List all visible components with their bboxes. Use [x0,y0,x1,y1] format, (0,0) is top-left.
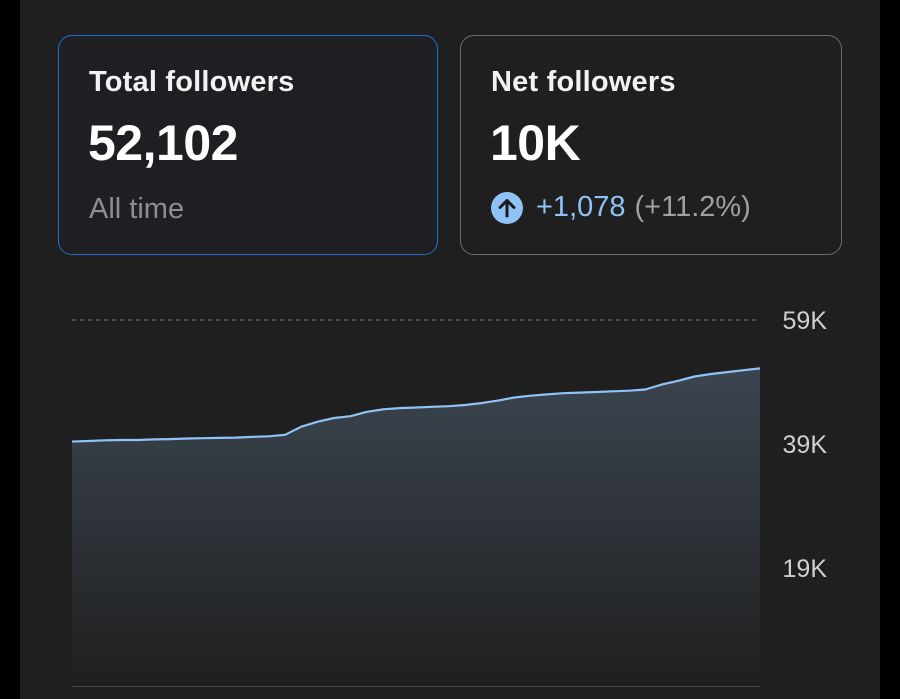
net-followers-title: Net followers [491,66,676,98]
y-tick-label: 39K [783,431,828,459]
followers-panel: Total followers 52,102 All time Net foll… [20,0,880,699]
total-followers-value: 52,102 [88,115,238,171]
followers-series-line [71,367,761,443]
y-tick-label: 19K [783,555,828,583]
net-followers-change: +1,078 (+11.2%) [491,191,751,224]
total-followers-card[interactable]: Total followers 52,102 All time [58,35,438,255]
followers-area-fill [72,368,760,686]
net-followers-value: 10K [490,115,581,171]
arrow-up-circle-icon [491,191,523,224]
net-followers-change-absolute: +1,078 [536,191,626,223]
net-followers-card[interactable]: Net followers 10K +1,078 (+11.2%) [460,35,842,255]
total-followers-period: All time [89,193,185,225]
followers-chart: 59K 39K 19K [71,307,828,687]
y-tick-label: 59K [783,307,828,335]
net-followers-change-percent: (+11.2%) [634,191,751,223]
total-followers-title: Total followers [89,66,295,98]
